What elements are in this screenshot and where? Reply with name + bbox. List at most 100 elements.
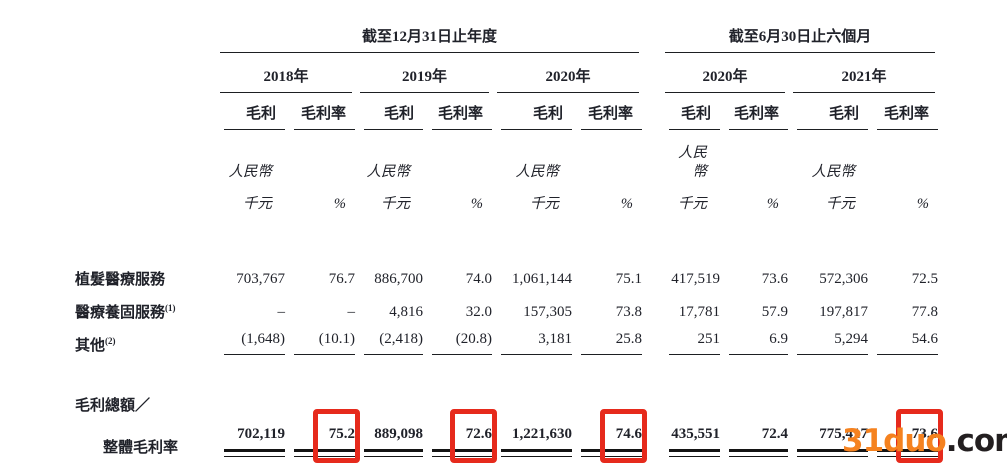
value-cell: 72.5	[911, 271, 938, 287]
percent-label: %	[620, 196, 633, 212]
unit-row-currency-name: 人民幣 人民幣 人民幣 人民幣 人民幣	[75, 130, 945, 182]
value-cell: 886,700	[374, 271, 423, 287]
year-header-2020: 2020年	[497, 68, 639, 93]
year-header-2020-interim: 2020年	[665, 68, 785, 93]
row-label: 植髮醫療服務	[75, 272, 166, 288]
highlight-box	[450, 409, 497, 463]
total-value-cell: 75.2	[294, 409, 360, 463]
col-header-gross-margin: 毛利率	[729, 105, 788, 130]
footnote-marker: (2)	[105, 336, 116, 346]
value-cell: –	[277, 304, 286, 320]
value-cell: 1,061,144	[512, 271, 572, 287]
value-cell: 251	[669, 330, 720, 355]
total-value-cell: 1,221,630	[501, 425, 572, 457]
total-value-cell: 72.6	[432, 409, 497, 463]
group-header-interim: 截至6月30日止六個月	[665, 28, 935, 53]
value-cell: 6.9	[729, 330, 788, 355]
col-header-gross-profit: 毛利	[224, 105, 285, 130]
spacer	[75, 214, 938, 256]
watermark-brand: 31duo	[842, 423, 947, 459]
value-cell: 32.0	[465, 304, 492, 320]
total-value-cell: 702,119	[224, 425, 285, 457]
column-header-row: 毛利 毛利率 毛利 毛利率 毛利 毛利率 毛利 毛利率 毛利 毛利率	[75, 93, 945, 130]
unit-label: 人民幣	[366, 164, 411, 180]
row-label: 其他(2)	[75, 336, 116, 354]
value-cell: 17,781	[678, 304, 720, 320]
table-row: 其他(2) (1,648) (10.1) (2,418) (20.8) 3,18…	[75, 322, 945, 355]
value-cell: 76.7	[328, 271, 355, 287]
value-cell: 54.6	[877, 330, 938, 355]
col-header-gross-margin: 毛利率	[294, 105, 355, 130]
value-cell: 73.8	[615, 304, 642, 320]
value-cell: 157,305	[523, 304, 572, 320]
value-cell: (20.8)	[432, 330, 492, 355]
group-header-row: 截至12月31日止年度 截至6月30日止六個月	[75, 20, 945, 53]
percent-label: %	[766, 196, 779, 212]
highlight-box	[600, 409, 647, 463]
unit-label: 千元	[530, 196, 559, 212]
value-cell: 73.6	[761, 271, 788, 287]
value-cell: 75.1	[615, 271, 642, 287]
spacer	[75, 355, 938, 393]
col-header-gross-profit: 毛利	[797, 105, 868, 130]
total-row: 整體毛利率 702,119 75.2 889,098 72.6 1,221,63…	[75, 409, 945, 463]
unit-label: 人民幣	[678, 145, 707, 180]
col-header-gross-margin: 毛利率	[432, 105, 492, 130]
value-cell: 3,181	[501, 330, 572, 355]
value-cell: 572,306	[819, 271, 868, 287]
col-header-gross-margin: 毛利率	[877, 105, 938, 130]
percent-label: %	[470, 196, 483, 212]
watermark-suffix: .com	[945, 423, 1007, 459]
total-label-line2: 整體毛利率	[103, 439, 179, 456]
total-value-cell: 72.4	[729, 425, 788, 457]
footnote-marker: (1)	[165, 303, 176, 313]
total-value-cell: 889,098	[364, 425, 423, 457]
percent-label: %	[333, 196, 346, 212]
unit-label: 千元	[243, 196, 272, 212]
unit-label: 人民幣	[811, 164, 856, 180]
unit-label: 人民幣	[228, 164, 273, 180]
unit-label: 千元	[381, 196, 410, 212]
value-cell: 197,817	[819, 304, 868, 320]
table-row: 醫療養固服務(1) – – 4,816 32.0 157,305 73.8 17…	[75, 289, 945, 322]
value-cell: 5,294	[797, 330, 868, 355]
value-cell: 57.9	[761, 304, 788, 320]
year-header-2021-interim: 2021年	[793, 68, 935, 93]
total-label-line1: 毛利總額／	[75, 398, 151, 414]
col-header-gross-profit: 毛利	[669, 105, 720, 130]
total-value-cell: 775,417	[797, 425, 868, 457]
year-header-2019: 2019年	[360, 68, 489, 93]
col-header-gross-profit: 毛利	[501, 105, 572, 130]
percent-label: %	[916, 196, 929, 212]
unit-label: 人民幣	[515, 164, 560, 180]
total-label-row: 毛利總額／	[75, 393, 945, 415]
total-value-cell: 74.6	[581, 409, 647, 463]
value-cell: 25.8	[581, 330, 642, 355]
unit-label: 千元	[826, 196, 855, 212]
highlight-box	[313, 409, 360, 463]
unit-label: 千元	[678, 196, 707, 212]
year-header-row: 2018年 2019年 2020年 2020年 2021年	[75, 53, 945, 93]
watermark: 31duo.com	[842, 423, 1007, 459]
value-cell: 417,519	[671, 271, 720, 287]
row-label: 醫療養固服務(1)	[75, 303, 176, 321]
value-cell: 4,816	[389, 304, 423, 320]
gross-profit-table: 截至12月31日止年度 截至6月30日止六個月 2018年 2019年 2020…	[75, 20, 945, 463]
value-cell: –	[347, 304, 356, 320]
col-header-gross-profit: 毛利	[364, 105, 423, 130]
col-header-gross-margin: 毛利率	[581, 105, 642, 130]
value-cell: (2,418)	[364, 330, 423, 355]
value-cell: (10.1)	[294, 330, 355, 355]
table-row: 植髮醫療服務 703,767 76.7 886,700 74.0 1,061,1…	[75, 256, 945, 289]
value-cell: 703,767	[236, 271, 285, 287]
unit-row-scale: 千元 % 千元 % 千元 % 千元 % 千元 %	[75, 182, 945, 214]
year-header-2018: 2018年	[220, 68, 352, 93]
value-cell: (1,648)	[224, 330, 285, 355]
value-cell: 77.8	[911, 304, 938, 320]
value-cell: 74.0	[465, 271, 492, 287]
total-value-cell: 435,551	[669, 425, 720, 457]
group-header-annual: 截至12月31日止年度	[220, 28, 639, 53]
highlight-box	[896, 409, 943, 463]
total-value-cell: 73.6	[877, 409, 943, 463]
